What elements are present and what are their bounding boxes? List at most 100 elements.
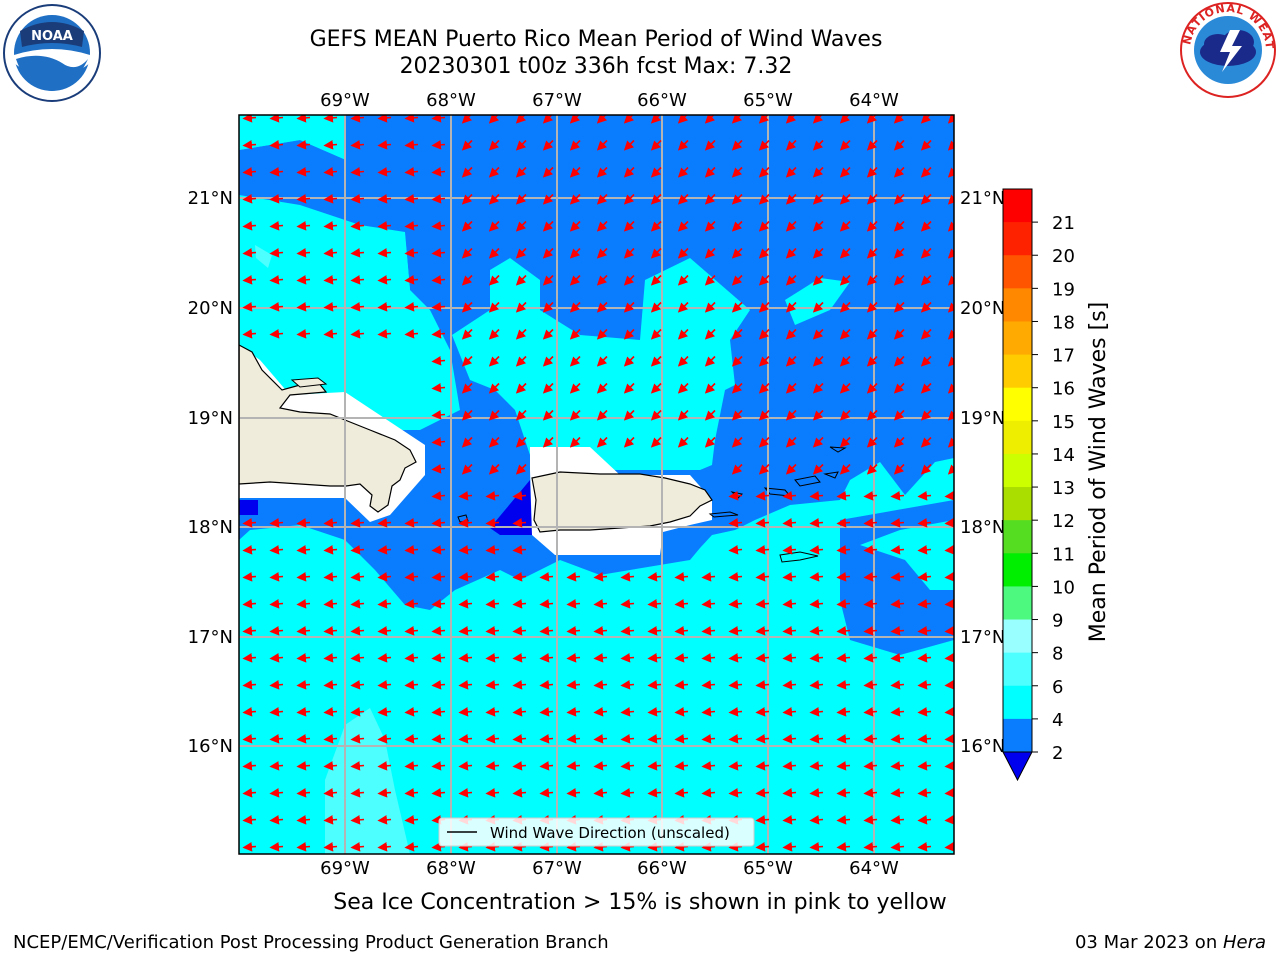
wave-band-4-6-west bbox=[239, 195, 410, 300]
wave-direction-arrow bbox=[890, 653, 905, 663]
wave-direction-arrow bbox=[785, 247, 797, 259]
wave-direction-arrow bbox=[920, 166, 932, 178]
wave-direction-arrow bbox=[488, 247, 500, 259]
wave-direction-arrow bbox=[731, 355, 743, 367]
wave-direction-arrow bbox=[728, 599, 743, 609]
wave-direction-arrow bbox=[701, 761, 716, 771]
lon-label: 65°W bbox=[743, 858, 793, 879]
wave-direction-arrow bbox=[323, 167, 338, 177]
wave-direction-arrow bbox=[512, 842, 527, 852]
wave-direction-arrow bbox=[920, 436, 932, 448]
wave-direction-arrow bbox=[350, 275, 365, 285]
wave-direction-arrow bbox=[917, 572, 932, 582]
wave-direction-arrow bbox=[890, 518, 905, 528]
wave-direction-arrow bbox=[785, 382, 797, 394]
wave-direction-arrow bbox=[701, 626, 716, 636]
wave-direction-arrow bbox=[704, 166, 716, 178]
colorbar-tick-label: 16 bbox=[1052, 379, 1075, 400]
wave-direction-arrow bbox=[323, 248, 338, 258]
wave-direction-arrow bbox=[704, 220, 716, 232]
wave-direction-arrow bbox=[620, 572, 635, 582]
wave-direction-arrow bbox=[377, 788, 392, 798]
wave-direction-arrow bbox=[350, 248, 365, 258]
wave-direction-arrow bbox=[377, 761, 392, 771]
wave-direction-arrow bbox=[836, 707, 851, 717]
wave-direction-arrow bbox=[758, 436, 770, 448]
wave-direction-arrow bbox=[677, 274, 689, 286]
wave-direction-arrow bbox=[755, 707, 770, 717]
wave-direction-arrow bbox=[485, 734, 500, 744]
wave-direction-arrow bbox=[242, 653, 257, 663]
wave-direction-arrow bbox=[809, 599, 824, 609]
colorbar-segment bbox=[1003, 487, 1032, 521]
wave-direction-arrow bbox=[890, 842, 905, 852]
lon-label: 69°W bbox=[320, 858, 370, 879]
wave-direction-arrow bbox=[542, 166, 554, 178]
wave-direction-arrow bbox=[596, 166, 608, 178]
wave-direction-arrow bbox=[674, 572, 689, 582]
colorbar-tick-label: 17 bbox=[1052, 346, 1075, 367]
wave-direction-arrow bbox=[920, 382, 932, 394]
wave-direction-arrow bbox=[431, 653, 446, 663]
lat-label: 17°N bbox=[188, 627, 233, 648]
wave-direction-arrow bbox=[647, 653, 662, 663]
wave-direction-arrow bbox=[269, 248, 284, 258]
wave-direction-arrow bbox=[323, 518, 338, 528]
wave-direction-arrow bbox=[323, 194, 338, 204]
wave-direction-arrow bbox=[515, 409, 527, 421]
wave-direction-arrow bbox=[431, 572, 446, 582]
wave-direction-arrow bbox=[731, 115, 743, 124]
wave-direction-arrow bbox=[488, 409, 500, 421]
wave-direction-arrow bbox=[296, 707, 311, 717]
wave-direction-arrow bbox=[569, 166, 581, 178]
wave-direction-arrow bbox=[677, 139, 689, 151]
colorbar-tick-label: 9 bbox=[1052, 611, 1063, 632]
wave-direction-arrow bbox=[404, 194, 419, 204]
wave-direction-arrow bbox=[242, 572, 257, 582]
wave-direction-arrow bbox=[785, 328, 797, 340]
wave-direction-arrow bbox=[674, 788, 689, 798]
wave-direction-arrow bbox=[812, 436, 824, 448]
colorbar-segment bbox=[1003, 321, 1032, 356]
wave-direction-arrow bbox=[677, 301, 689, 313]
wave-direction-arrow bbox=[377, 275, 392, 285]
wave-direction-arrow bbox=[893, 115, 905, 124]
wave-direction-arrow bbox=[731, 193, 743, 205]
wave-direction-arrow bbox=[674, 734, 689, 744]
wave-direction-arrow bbox=[704, 355, 716, 367]
wave-direction-arrow bbox=[404, 140, 419, 150]
wave-direction-arrow bbox=[836, 626, 851, 636]
wave-direction-arrow bbox=[296, 761, 311, 771]
wave-direction-arrow bbox=[539, 680, 554, 690]
wave-direction-arrow bbox=[809, 815, 824, 825]
wave-direction-arrow bbox=[539, 788, 554, 798]
wave-direction-arrow bbox=[404, 167, 419, 177]
wave-direction-arrow bbox=[296, 815, 311, 825]
wave-direction-arrow bbox=[593, 761, 608, 771]
wave-direction-arrow bbox=[488, 301, 500, 313]
wave-direction-arrow bbox=[596, 301, 608, 313]
map-area[interactable] bbox=[239, 114, 958, 855]
wave-direction-arrow bbox=[836, 680, 851, 690]
lon-label: 64°W bbox=[849, 858, 899, 879]
wave-direction-arrow bbox=[866, 274, 878, 286]
wave-direction-arrow bbox=[404, 572, 419, 582]
wave-direction-arrow bbox=[836, 518, 851, 528]
wave-direction-arrow bbox=[461, 463, 473, 475]
colorbar-tick-label: 4 bbox=[1052, 710, 1063, 731]
wave-direction-arrow bbox=[461, 301, 473, 313]
colorbar-segment bbox=[1003, 619, 1032, 654]
wave-direction-arrow bbox=[728, 734, 743, 744]
wave-direction-arrow bbox=[377, 518, 392, 528]
wave-direction-arrow bbox=[755, 761, 770, 771]
wind-wave-arrows bbox=[242, 115, 954, 852]
wave-direction-arrow bbox=[569, 139, 581, 151]
wave-direction-arrow bbox=[758, 193, 770, 205]
wave-direction-arrow bbox=[269, 167, 284, 177]
wave-direction-arrow bbox=[596, 409, 608, 421]
wave-direction-arrow bbox=[944, 707, 954, 717]
wave-direction-arrow bbox=[323, 140, 338, 150]
wave-direction-arrow bbox=[920, 139, 932, 151]
wave-direction-arrow bbox=[485, 599, 500, 609]
wave-direction-arrow bbox=[377, 680, 392, 690]
